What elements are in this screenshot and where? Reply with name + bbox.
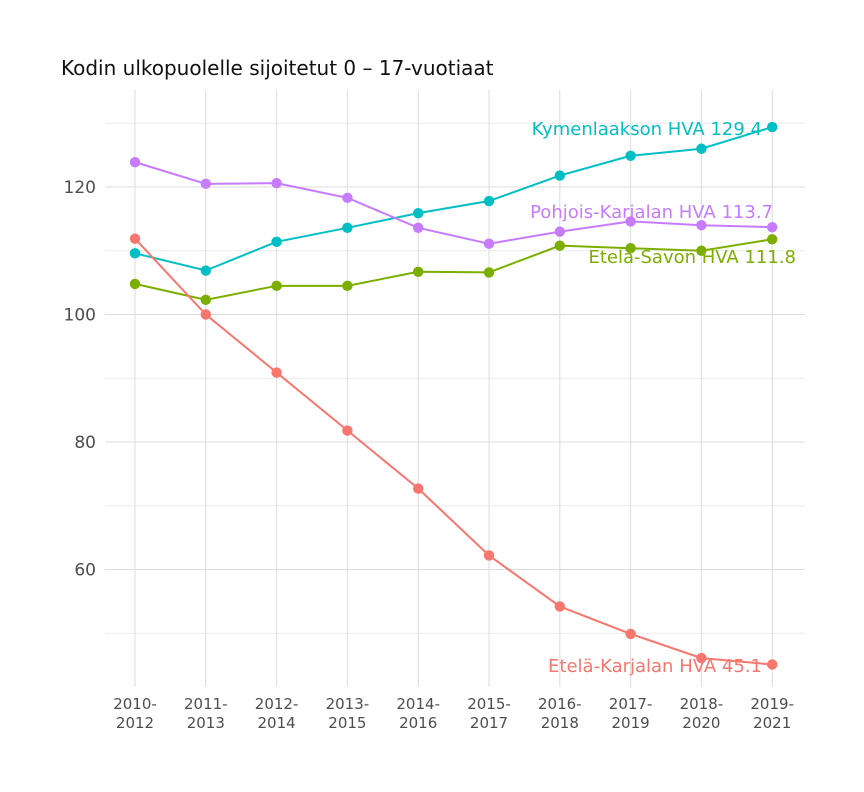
y-tick-label: 60 — [74, 561, 96, 581]
data-point — [129, 156, 141, 168]
y-tick-label: 100 — [64, 306, 96, 326]
series-line — [134, 237, 773, 666]
data-point — [342, 192, 353, 204]
x-tick-label: 2017-2019 — [609, 695, 653, 732]
data-point — [342, 222, 353, 233]
data-point — [767, 234, 778, 245]
x-tick-label: 2018-2020 — [680, 695, 724, 732]
data-point — [200, 265, 211, 276]
data-point — [271, 367, 282, 378]
y-tick-label: 120 — [64, 178, 96, 198]
data-point — [696, 652, 707, 664]
data-point — [483, 195, 495, 207]
chart-title: Kodin ulkopuolelle sijoitetut 0 – 17-vuo… — [61, 56, 494, 80]
x-tick-label: 2019-2021 — [750, 695, 794, 732]
y-tick-label: 80 — [74, 433, 96, 453]
series-lines — [134, 126, 773, 666]
x-tick-label: 2010-2012 — [113, 695, 157, 732]
data-point — [129, 248, 141, 259]
data-point — [767, 121, 778, 133]
series-end-label: Etelä-Karjalan HVA 45.1 — [548, 656, 762, 677]
series-points — [129, 121, 778, 670]
data-point — [696, 220, 707, 231]
x-tick-label: 2014-2016 — [396, 695, 440, 732]
data-point — [696, 143, 707, 154]
data-point — [483, 267, 495, 278]
data-point — [625, 216, 636, 227]
y-axis-ticks: 60 80 100 120 — [64, 178, 96, 581]
data-point — [271, 236, 282, 248]
data-point — [483, 550, 495, 561]
data-point — [554, 240, 565, 251]
data-point — [625, 150, 636, 161]
data-point — [554, 601, 565, 612]
series-line — [134, 238, 773, 301]
data-point — [129, 278, 141, 290]
grid — [105, 90, 805, 687]
data-point — [625, 628, 636, 640]
series-end-label: Kymenlaakson HVA 129.4 — [532, 119, 762, 140]
data-point — [767, 659, 778, 670]
x-axis-ticks: 2010-2012 2011-2013 2012-2014 2013-2015 2014… — [113, 695, 794, 732]
data-point — [200, 309, 211, 320]
data-point — [200, 294, 211, 306]
x-tick-label: 2016-2018 — [538, 695, 582, 732]
data-point — [271, 177, 282, 189]
data-point — [129, 233, 141, 244]
series-end-label: Etelä-Savon HVA 111.8 — [588, 247, 796, 268]
data-point — [554, 170, 565, 181]
data-point — [342, 425, 353, 436]
data-point — [413, 266, 424, 277]
series-line — [134, 126, 773, 272]
data-point — [483, 238, 495, 249]
data-point — [413, 207, 424, 219]
data-point — [413, 222, 424, 233]
series-line — [134, 161, 773, 245]
data-point — [554, 226, 565, 237]
data-point — [200, 178, 211, 190]
data-point — [696, 245, 707, 256]
data-point — [625, 243, 636, 254]
data-point — [271, 280, 282, 292]
x-tick-label: 2013-2015 — [326, 695, 370, 732]
data-point — [413, 483, 424, 494]
x-tick-label: 2011-2013 — [184, 695, 228, 732]
x-tick-label: 2015-2017 — [467, 695, 511, 732]
series-end-labels: Kymenlaakson HVA 129.4 Pohjois-Karjalan H… — [530, 119, 796, 677]
series-end-label: Pohjois-Karjalan HVA 113.7 — [530, 202, 773, 223]
data-point — [342, 280, 353, 292]
x-tick-label: 2012-2014 — [255, 695, 299, 732]
data-point — [767, 221, 778, 233]
